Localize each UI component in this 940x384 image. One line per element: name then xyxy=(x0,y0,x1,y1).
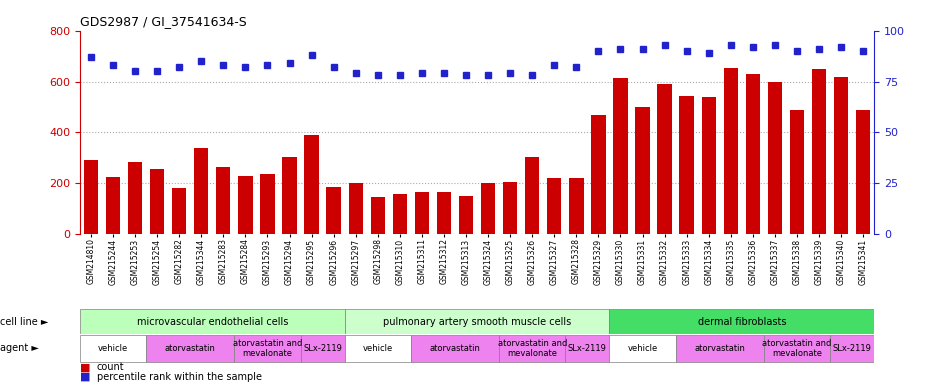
Bar xyxy=(481,184,495,234)
Bar xyxy=(216,167,230,234)
Bar xyxy=(437,192,451,234)
Bar xyxy=(305,135,319,234)
Bar xyxy=(345,309,609,334)
Bar xyxy=(415,192,429,234)
Bar xyxy=(194,148,209,234)
Bar xyxy=(547,178,561,234)
Text: pulmonary artery smooth muscle cells: pulmonary artery smooth muscle cells xyxy=(383,316,572,327)
Bar xyxy=(80,334,146,362)
Bar xyxy=(790,109,804,234)
Bar xyxy=(680,96,694,234)
Bar xyxy=(282,157,297,234)
Text: ■: ■ xyxy=(80,372,94,382)
Bar xyxy=(657,84,672,234)
Bar xyxy=(238,176,253,234)
Bar xyxy=(128,162,142,234)
Text: dermal fibroblasts: dermal fibroblasts xyxy=(697,316,786,327)
Text: microvascular endothelial cells: microvascular endothelial cells xyxy=(136,316,288,327)
Text: SLx-2119: SLx-2119 xyxy=(304,344,342,353)
Bar xyxy=(345,334,411,362)
Bar xyxy=(635,107,650,234)
Bar xyxy=(830,334,874,362)
Bar xyxy=(525,157,540,234)
Bar xyxy=(146,334,234,362)
Text: atorvastatin: atorvastatin xyxy=(164,344,215,353)
Bar xyxy=(764,334,830,362)
Bar xyxy=(393,194,407,234)
Bar xyxy=(613,78,628,234)
Bar xyxy=(565,334,609,362)
Bar xyxy=(411,334,499,362)
Bar xyxy=(326,187,341,234)
Text: atorvastatin and
mevalonate: atorvastatin and mevalonate xyxy=(762,339,832,358)
Text: vehicle: vehicle xyxy=(363,344,393,353)
Bar xyxy=(80,309,345,334)
Bar xyxy=(234,334,301,362)
Bar xyxy=(745,74,760,234)
Bar xyxy=(834,76,848,234)
Bar xyxy=(172,189,186,234)
Bar xyxy=(856,109,870,234)
Bar xyxy=(591,115,605,234)
Bar xyxy=(106,177,120,234)
Text: vehicle: vehicle xyxy=(627,344,658,353)
Text: ■: ■ xyxy=(80,362,94,372)
Bar xyxy=(503,182,517,234)
Bar xyxy=(569,178,584,234)
Bar xyxy=(768,82,782,234)
Bar xyxy=(260,174,274,234)
Bar xyxy=(676,334,764,362)
Bar xyxy=(459,196,473,234)
Text: SLx-2119: SLx-2119 xyxy=(833,344,871,353)
Bar xyxy=(150,169,164,234)
Bar xyxy=(701,97,716,234)
Bar xyxy=(609,334,676,362)
Text: atorvastatin and
mevalonate: atorvastatin and mevalonate xyxy=(497,339,567,358)
Bar xyxy=(812,69,826,234)
Text: GDS2987 / GI_37541634-S: GDS2987 / GI_37541634-S xyxy=(80,15,246,28)
Text: count: count xyxy=(97,362,124,372)
Text: atorvastatin: atorvastatin xyxy=(695,344,745,353)
Text: atorvastatin and
mevalonate: atorvastatin and mevalonate xyxy=(233,339,302,358)
Text: atorvastatin: atorvastatin xyxy=(430,344,480,353)
Bar xyxy=(499,334,565,362)
Text: SLx-2119: SLx-2119 xyxy=(568,344,607,353)
Text: agent ►: agent ► xyxy=(0,343,39,354)
Text: vehicle: vehicle xyxy=(98,344,128,353)
Bar xyxy=(724,68,738,234)
Text: cell line ►: cell line ► xyxy=(0,316,48,327)
Text: percentile rank within the sample: percentile rank within the sample xyxy=(97,372,262,382)
Bar xyxy=(301,334,345,362)
Bar xyxy=(370,197,385,234)
Bar xyxy=(84,161,98,234)
Bar xyxy=(349,184,363,234)
Bar xyxy=(609,309,874,334)
